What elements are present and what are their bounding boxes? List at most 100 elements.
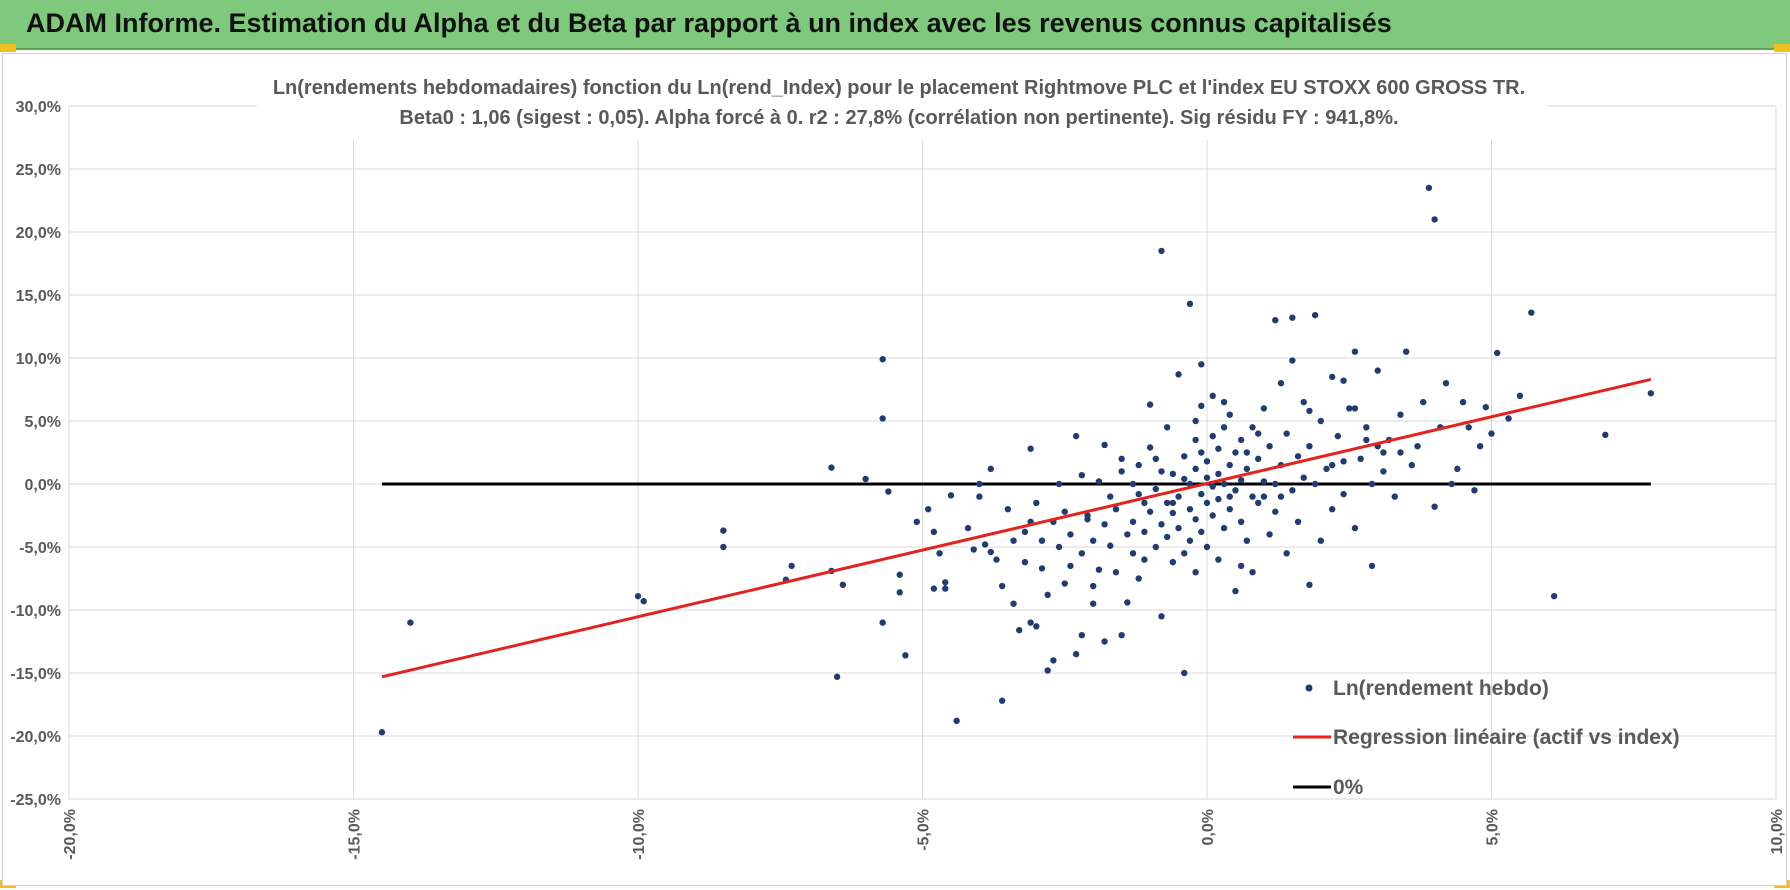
data-point <box>1374 367 1381 374</box>
data-point <box>1294 453 1302 460</box>
data-point <box>998 697 1006 704</box>
legend-label-zero: 0% <box>1333 776 1364 799</box>
data-point <box>1135 461 1142 469</box>
report-banner: ADAM Informe. Estimation du Alpha et du … <box>0 0 1790 50</box>
data-point <box>936 550 943 557</box>
y-tick-label: 15,0% <box>16 288 61 305</box>
data-point <box>1095 566 1103 573</box>
x-tick-label: -5,0% <box>916 809 933 851</box>
data-point <box>879 415 886 422</box>
data-point <box>1198 528 1205 536</box>
data-point <box>1300 474 1307 481</box>
y-tick-label: 0,0% <box>25 477 61 494</box>
data-point <box>1129 480 1137 488</box>
data-point <box>1220 424 1228 431</box>
data-point <box>1203 474 1211 481</box>
data-point <box>1175 371 1182 378</box>
data-point <box>1055 543 1063 551</box>
data-point <box>634 592 642 600</box>
data-point <box>788 562 795 570</box>
data-point <box>1647 390 1655 397</box>
data-point <box>1311 480 1319 488</box>
data-point <box>1442 380 1450 387</box>
data-point <box>1095 478 1103 485</box>
x-tick-label: -10,0% <box>631 809 648 860</box>
data-point <box>1021 558 1029 566</box>
data-point <box>1186 506 1194 513</box>
data-point <box>1306 443 1313 450</box>
data-point <box>1215 495 1222 503</box>
data-point <box>1249 569 1256 576</box>
data-point <box>1203 499 1211 507</box>
data-point <box>1118 632 1125 639</box>
data-point <box>953 717 960 725</box>
data-point <box>1357 455 1364 462</box>
data-point <box>1124 531 1131 538</box>
data-point <box>1146 401 1154 408</box>
data-point <box>1260 405 1268 412</box>
data-point <box>1061 508 1068 515</box>
data-point <box>1198 402 1205 410</box>
data-point <box>1169 509 1177 517</box>
data-point <box>1289 487 1296 494</box>
data-point <box>1425 184 1433 192</box>
data-point <box>987 465 994 473</box>
regression-segment <box>381 377 1652 679</box>
data-point <box>1488 430 1495 437</box>
data-point <box>1237 518 1245 525</box>
data-point <box>1067 562 1074 570</box>
data-point <box>1346 405 1353 412</box>
data-point <box>1152 455 1159 462</box>
data-point <box>1266 443 1273 450</box>
data-point <box>942 579 949 586</box>
data-point <box>720 543 727 551</box>
data-point <box>1289 357 1296 364</box>
data-point <box>1072 650 1080 658</box>
data-point <box>1038 565 1046 572</box>
data-point <box>1198 490 1205 498</box>
data-point <box>1129 518 1137 525</box>
data-point <box>1192 417 1199 425</box>
data-point <box>1317 417 1325 425</box>
data-point <box>833 673 841 680</box>
legend-label-regression: Regression linéaire (actif vs index) <box>1333 726 1680 749</box>
data-point <box>1141 528 1148 536</box>
data-point <box>1050 657 1057 664</box>
data-point <box>720 527 727 534</box>
data-point <box>1129 550 1137 557</box>
data-point <box>1220 398 1228 406</box>
data-point <box>1391 493 1398 500</box>
data-point <box>1328 373 1336 381</box>
data-point <box>1323 465 1330 473</box>
data-point <box>1351 524 1359 532</box>
data-point <box>1226 411 1233 418</box>
data-point <box>1397 449 1404 456</box>
data-point <box>1380 468 1387 475</box>
data-point <box>1249 424 1256 431</box>
data-point <box>1163 533 1171 541</box>
data-point <box>1459 398 1467 406</box>
data-point <box>1186 537 1194 544</box>
data-point <box>1158 247 1165 255</box>
data-point <box>1414 443 1421 450</box>
data-point <box>1272 508 1279 515</box>
data-point <box>1528 309 1535 316</box>
data-point <box>1249 493 1256 500</box>
data-point <box>1112 506 1120 513</box>
data-point <box>1158 613 1165 620</box>
data-point <box>1010 600 1017 607</box>
data-point <box>1215 470 1222 478</box>
data-point <box>1232 587 1239 595</box>
data-point <box>964 524 972 532</box>
x-tick-label: 5,0% <box>1485 809 1502 845</box>
data-point <box>1232 449 1239 456</box>
data-point <box>1476 443 1484 450</box>
data-point <box>828 464 835 471</box>
data-point <box>1209 512 1216 519</box>
data-point <box>1454 465 1461 473</box>
data-point <box>1044 667 1051 674</box>
x-tick-label: -20,0% <box>62 809 79 860</box>
data-point <box>885 488 892 495</box>
y-tick-label: -10,0% <box>10 603 61 620</box>
data-point <box>1135 490 1142 498</box>
